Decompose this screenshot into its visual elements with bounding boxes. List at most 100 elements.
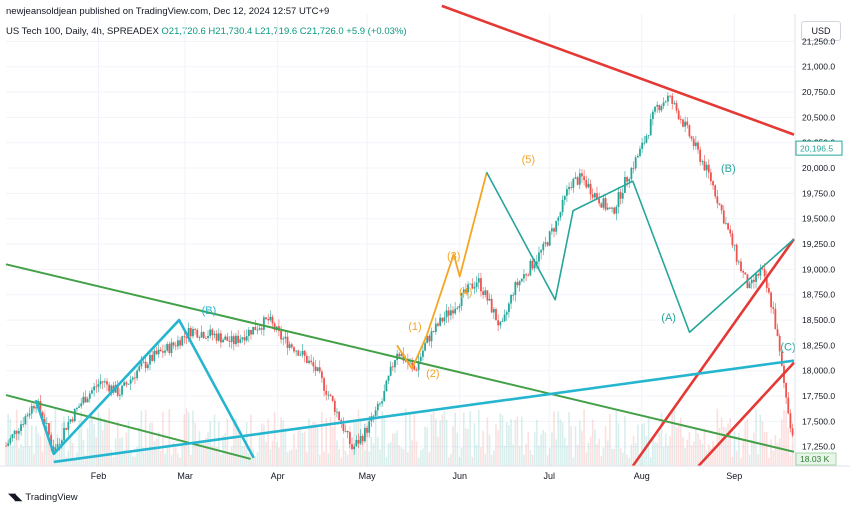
volume-bar (321, 412, 323, 466)
volume-bar (13, 433, 16, 466)
candle-body (587, 183, 590, 188)
candle-body (434, 323, 437, 332)
volume-bar (662, 446, 665, 466)
candle-body (402, 354, 405, 361)
candle-body (694, 142, 697, 147)
candle-body (17, 431, 20, 434)
candle-body (363, 427, 366, 442)
candle-body (290, 344, 293, 348)
candle-body (185, 336, 188, 339)
candle-body (67, 422, 70, 430)
candle-body (5, 445, 7, 447)
volume-bar (632, 435, 635, 466)
candle-body (211, 329, 214, 336)
time-axis[interactable]: Feb Mar Apr May Jun Jul Aug Sep (0, 465, 850, 481)
volume-bar (731, 457, 734, 466)
volume-bar (619, 448, 622, 466)
volume-bar (649, 456, 652, 466)
volume-bar (531, 454, 534, 466)
candle-body (443, 317, 446, 322)
candle-body (456, 307, 459, 309)
volume-bar (366, 422, 368, 466)
candle-body (604, 198, 607, 210)
candle-body (768, 288, 770, 293)
volume-bar (228, 453, 231, 466)
volume-bar (224, 433, 227, 466)
volume-bar (407, 452, 409, 466)
candle-body (372, 415, 375, 417)
volume-bar (43, 409, 46, 466)
candle-body (80, 403, 83, 407)
candle-body (639, 148, 641, 156)
volume-bar (318, 455, 321, 466)
candle-body (649, 119, 652, 136)
candle-body (149, 354, 151, 365)
candle-body (385, 380, 388, 391)
volume-bar (497, 429, 499, 466)
candle-body (316, 367, 319, 371)
elliott-waves (34, 171, 795, 459)
candle-body (327, 394, 330, 396)
candle-body (267, 319, 270, 321)
candle-body (651, 111, 654, 120)
candle-body (271, 316, 274, 324)
price-tick-label: 17,750.0 (802, 391, 835, 401)
volume-bar (759, 414, 762, 466)
volume-bar (353, 419, 355, 466)
volume-bar (256, 452, 259, 466)
volume-bar (78, 420, 80, 466)
candle-body (630, 167, 633, 180)
ohlc-values: O21,720.6 H21,730.4 L21,719.6 C21,726.0 … (161, 26, 407, 37)
volume-bar (54, 408, 57, 466)
candle-body (331, 395, 334, 401)
volume-bar (11, 446, 14, 466)
candle-body (411, 362, 414, 366)
currency-button[interactable]: USD (801, 21, 841, 41)
volume-bar (460, 447, 463, 466)
volume-bar (484, 453, 487, 466)
trendlines (5, 4, 796, 467)
volume-bar (71, 443, 74, 466)
candle-body (546, 242, 549, 246)
volume-bar (450, 454, 452, 466)
candle-body (555, 220, 558, 232)
volume-bar (525, 444, 527, 466)
volume-bar (452, 426, 454, 466)
volume-bar (628, 457, 631, 466)
volume-bar (215, 446, 218, 466)
candle-body (179, 340, 181, 346)
volume-bar (645, 435, 648, 466)
candle-body (550, 228, 553, 232)
price-axis[interactable]: 21,250.021,000.020,750.020,500.020,250.0… (794, 14, 843, 466)
volume-bar (682, 436, 684, 466)
volume-bar (196, 441, 199, 466)
volume-bar (686, 439, 689, 466)
volume-bar (205, 437, 207, 466)
volume-bar (151, 422, 153, 466)
candle-body (787, 397, 790, 414)
candle-body (615, 206, 618, 214)
candle-body (333, 400, 336, 412)
volume-bar (559, 419, 562, 466)
candle-body (13, 430, 16, 435)
price-tick-label: 21,250.0 (802, 36, 835, 46)
volume-bar (149, 422, 151, 466)
volume-bar (585, 452, 588, 466)
volume-bar (566, 445, 568, 466)
volume-bar (243, 445, 246, 466)
volume-bar (740, 457, 742, 466)
volume-bar (557, 411, 560, 466)
tradingview-logo[interactable]: ◥◣ TradingView (8, 492, 78, 503)
volume-bar (41, 451, 44, 466)
volume-bar (542, 430, 545, 466)
volume-bar (617, 423, 620, 466)
candle-body (78, 406, 80, 408)
volume-bar (422, 448, 424, 466)
candle-body (11, 434, 14, 439)
candle-body (559, 212, 562, 218)
candle-body (65, 428, 68, 430)
candle-body (353, 446, 356, 450)
candle-body (413, 365, 416, 370)
volume-bar (297, 428, 300, 466)
